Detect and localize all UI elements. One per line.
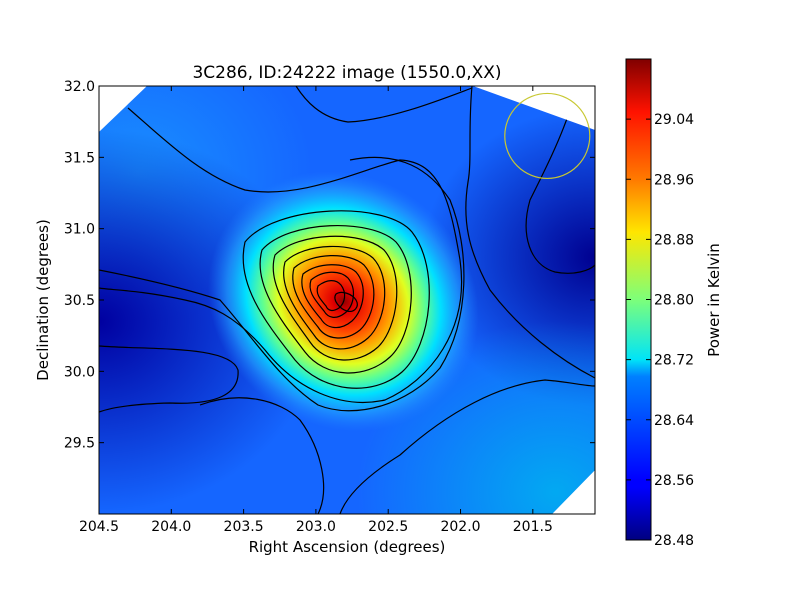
contour-line xyxy=(525,109,595,274)
colorbar-tick-label: 28.48 xyxy=(654,533,694,549)
y-tick-label: 29.5 xyxy=(64,436,95,452)
colorbar-label: Power in Kelvin xyxy=(705,243,723,357)
colorbar-tick-label: 28.64 xyxy=(654,413,694,429)
y-tick-label: 30.0 xyxy=(64,364,95,380)
y-tick-label: 31.5 xyxy=(64,150,95,166)
colorbar-tick-label: 28.56 xyxy=(654,473,694,489)
colorbar-tick-label: 28.72 xyxy=(654,353,694,369)
contour-line xyxy=(339,379,595,514)
chart-title: 3C286, ID:24222 image (1550.0,XX) xyxy=(192,63,501,83)
x-tick-label: 203.5 xyxy=(224,519,264,535)
contour-line xyxy=(99,107,462,404)
colorbar: 29.04 28.96 28.88 28.80 28.72 28.64 28.56 28.48… xyxy=(625,58,723,549)
contour-line xyxy=(99,345,239,413)
contour-ring xyxy=(259,224,412,374)
colorbar-tick-label: 29.04 xyxy=(654,112,694,128)
y-tick-label: 30.5 xyxy=(64,293,95,309)
contour-rings xyxy=(242,210,430,389)
contour-ring xyxy=(272,235,398,361)
contour-line xyxy=(295,86,473,123)
x-tick-label: 204.5 xyxy=(79,519,119,535)
contour-lines xyxy=(99,86,595,514)
x-axis-ticks: 204.5 204.0 203.5 203.0 202.5 202.0 201.5 xyxy=(79,86,553,535)
contour-ring-peak xyxy=(334,291,358,312)
contour-ring xyxy=(316,280,346,312)
colorbar-tick-label: 28.88 xyxy=(654,232,694,248)
contour-ring xyxy=(309,271,354,318)
x-tick-label: 202.0 xyxy=(440,519,480,535)
colorbar-tick-label: 28.96 xyxy=(654,172,694,188)
contour-ring xyxy=(292,255,375,339)
marker-circle xyxy=(504,92,591,180)
y-axis-label: Declination (degrees) xyxy=(34,219,52,381)
contour-line xyxy=(199,397,325,514)
contour-ring xyxy=(283,245,386,350)
contour-line xyxy=(99,156,465,412)
y-tick-label: 32.0 xyxy=(64,79,95,95)
colorbar-tick-label: 28.80 xyxy=(654,293,694,309)
contour-line xyxy=(465,86,595,379)
x-axis-label: Right Ascension (degrees) xyxy=(249,538,446,556)
contour-ring xyxy=(301,264,364,329)
x-tick-label: 201.5 xyxy=(513,519,553,535)
colorbar-ticks: 29.04 28.96 28.88 28.80 28.72 28.64 28.56 28.48 xyxy=(626,112,694,549)
x-tick-label: 204.0 xyxy=(151,519,191,535)
contour-ring xyxy=(242,210,430,389)
x-tick-label: 203.0 xyxy=(296,519,336,535)
x-tick-label: 202.5 xyxy=(368,519,408,535)
y-tick-label: 31.0 xyxy=(64,222,95,238)
y-axis-ticks: 32.0 31.5 31.0 30.5 30.0 29.5 xyxy=(64,79,595,452)
heatmap xyxy=(99,86,595,514)
